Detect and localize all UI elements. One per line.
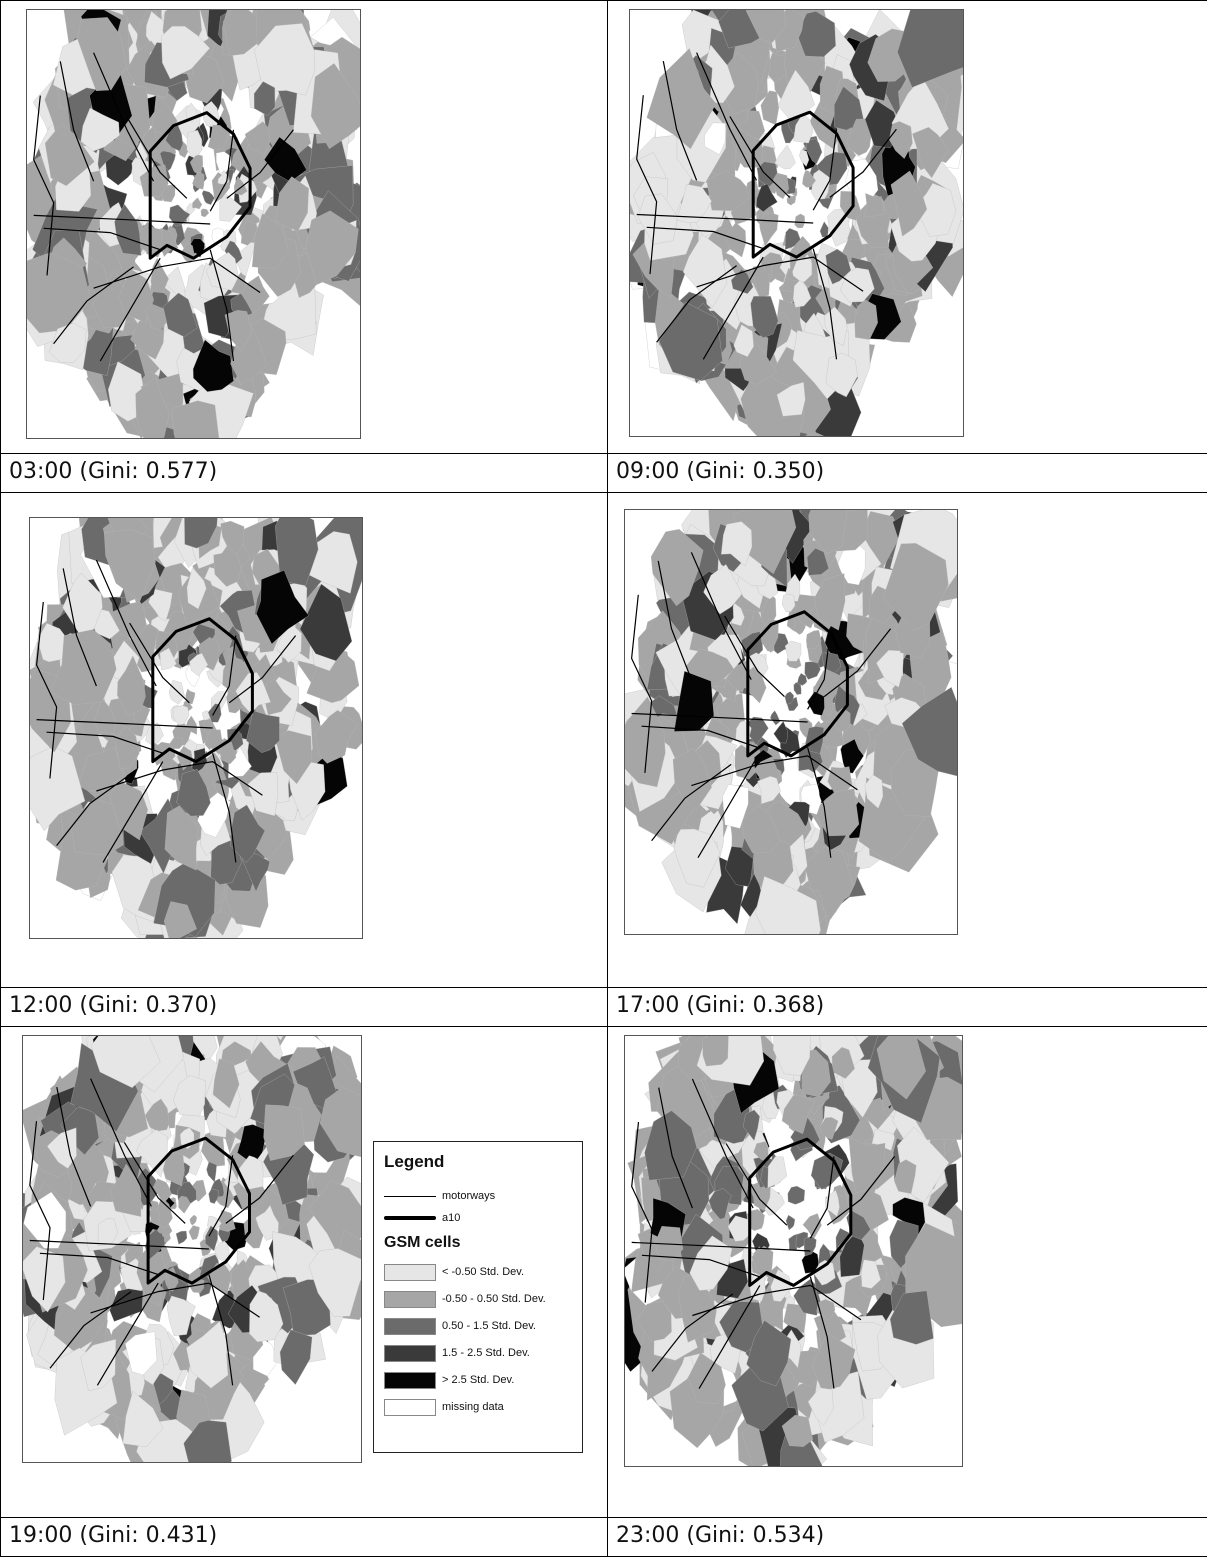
gsm-cell	[201, 209, 209, 217]
legend-swatch	[384, 1345, 436, 1362]
caption-cell-1900: 19:00 (Gini: 0.431)	[1, 1518, 608, 1557]
legend-label: 0.50 - 1.5 Std. Dev.	[442, 1320, 536, 1332]
gsm-cell	[795, 214, 805, 228]
gsm-cells	[23, 1036, 361, 1462]
legend-motorways: motorways	[384, 1186, 495, 1206]
legend-label: < -0.50 Std. Dev.	[442, 1266, 524, 1278]
caption-1900: 19:00 (Gini: 0.431)	[9, 1523, 217, 1548]
legend-label: -0.50 - 0.50 Std. Dev.	[442, 1293, 546, 1305]
legend-label: motorways	[442, 1190, 495, 1202]
caption-0300: 03:00 (Gini: 0.577)	[9, 459, 217, 484]
motorway-line-symbol	[384, 1196, 436, 1197]
map-cell-1200	[1, 493, 608, 988]
gsm-choropleth	[625, 1036, 962, 1466]
map-cell-0300	[1, 1, 608, 454]
gsm-cell	[865, 193, 885, 216]
gsm-cells	[30, 518, 362, 938]
legend-swatch	[384, 1291, 436, 1308]
gsm-cell	[775, 145, 796, 169]
gsm-cell	[805, 662, 821, 680]
legend-label: missing data	[442, 1401, 504, 1413]
map-1900	[22, 1035, 362, 1463]
gsm-cell	[770, 711, 780, 726]
legend-swatch	[384, 1399, 436, 1416]
caption-cell-0900: 09:00 (Gini: 0.350)	[608, 454, 1207, 493]
gsm-choropleth	[23, 1036, 361, 1462]
gsm-cell	[785, 641, 801, 661]
caption-1700: 17:00 (Gini: 0.368)	[616, 993, 824, 1018]
gsm-cells	[630, 10, 963, 436]
map-legend: Legend motorways a10 GSM cells < -0.50 S…	[373, 1141, 583, 1453]
gsm-cell	[189, 1225, 200, 1239]
map-2300	[624, 1035, 963, 1467]
caption-cell-1700: 17:00 (Gini: 0.368)	[608, 988, 1207, 1027]
legend-class-0: < -0.50 Std. Dev.	[384, 1262, 524, 1282]
map-0300	[26, 9, 361, 439]
gsm-cell	[173, 705, 189, 725]
gsm-cell	[176, 1231, 187, 1244]
legend-classes-title: GSM cells	[384, 1234, 460, 1252]
legend-swatch	[384, 1318, 436, 1335]
map-1200	[29, 517, 363, 939]
legend-swatch	[384, 1372, 436, 1389]
caption-0900: 09:00 (Gini: 0.350)	[616, 459, 824, 484]
legend-class-5: missing data	[384, 1397, 504, 1417]
gsm-choropleth	[625, 510, 957, 934]
map-1700	[624, 509, 958, 935]
gsm-choropleth	[30, 518, 362, 938]
gsm-cell	[760, 213, 779, 247]
legend-a10: a10	[384, 1208, 460, 1228]
gsm-cell	[820, 222, 828, 238]
legend-class-1: -0.50 - 0.50 Std. Dev.	[384, 1289, 546, 1309]
gsm-cell	[773, 173, 788, 199]
a10-line-symbol	[384, 1216, 436, 1220]
legend-class-2: 0.50 - 1.5 Std. Dev.	[384, 1316, 536, 1336]
map-cell-1700	[608, 493, 1207, 988]
legend-title: Legend	[384, 1152, 444, 1172]
gsm-cells	[625, 510, 957, 934]
caption-2300: 23:00 (Gini: 0.534)	[616, 1523, 824, 1548]
legend-class-4: > 2.5 Std. Dev.	[384, 1370, 514, 1390]
gsm-cell	[172, 401, 220, 438]
caption-cell-1200: 12:00 (Gini: 0.370)	[1, 988, 608, 1027]
gsm-cells	[27, 10, 360, 438]
caption-1200: 12:00 (Gini: 0.370)	[9, 993, 217, 1018]
legend-label: > 2.5 Std. Dev.	[442, 1374, 514, 1386]
gsm-cell	[782, 594, 794, 612]
gsm-cell	[797, 673, 807, 685]
map-cell-0900	[608, 1, 1207, 454]
gsm-cells	[625, 1036, 962, 1466]
gsm-choropleth	[630, 10, 963, 436]
legend-label: 1.5 - 2.5 Std. Dev.	[442, 1347, 530, 1359]
gsm-cell	[169, 680, 184, 704]
gsm-cell	[193, 198, 203, 209]
gsm-cell	[788, 1186, 805, 1204]
legend-class-3: 1.5 - 2.5 Std. Dev.	[384, 1343, 530, 1363]
legend-swatch	[384, 1264, 436, 1281]
gsm-choropleth	[27, 10, 360, 438]
caption-cell-0300: 03:00 (Gini: 0.577)	[1, 454, 608, 493]
gsm-cell	[202, 191, 214, 205]
gsm-cell	[190, 1215, 197, 1225]
gsm-cell	[207, 1162, 217, 1183]
gsm-cell	[786, 1215, 795, 1230]
map-cell-1900: Legend motorways a10 GSM cells < -0.50 S…	[1, 1027, 608, 1518]
map-cell-2300	[608, 1027, 1207, 1518]
legend-label: a10	[442, 1212, 460, 1224]
caption-cell-2300: 23:00 (Gini: 0.534)	[608, 1518, 1207, 1557]
map-0900	[629, 9, 964, 437]
